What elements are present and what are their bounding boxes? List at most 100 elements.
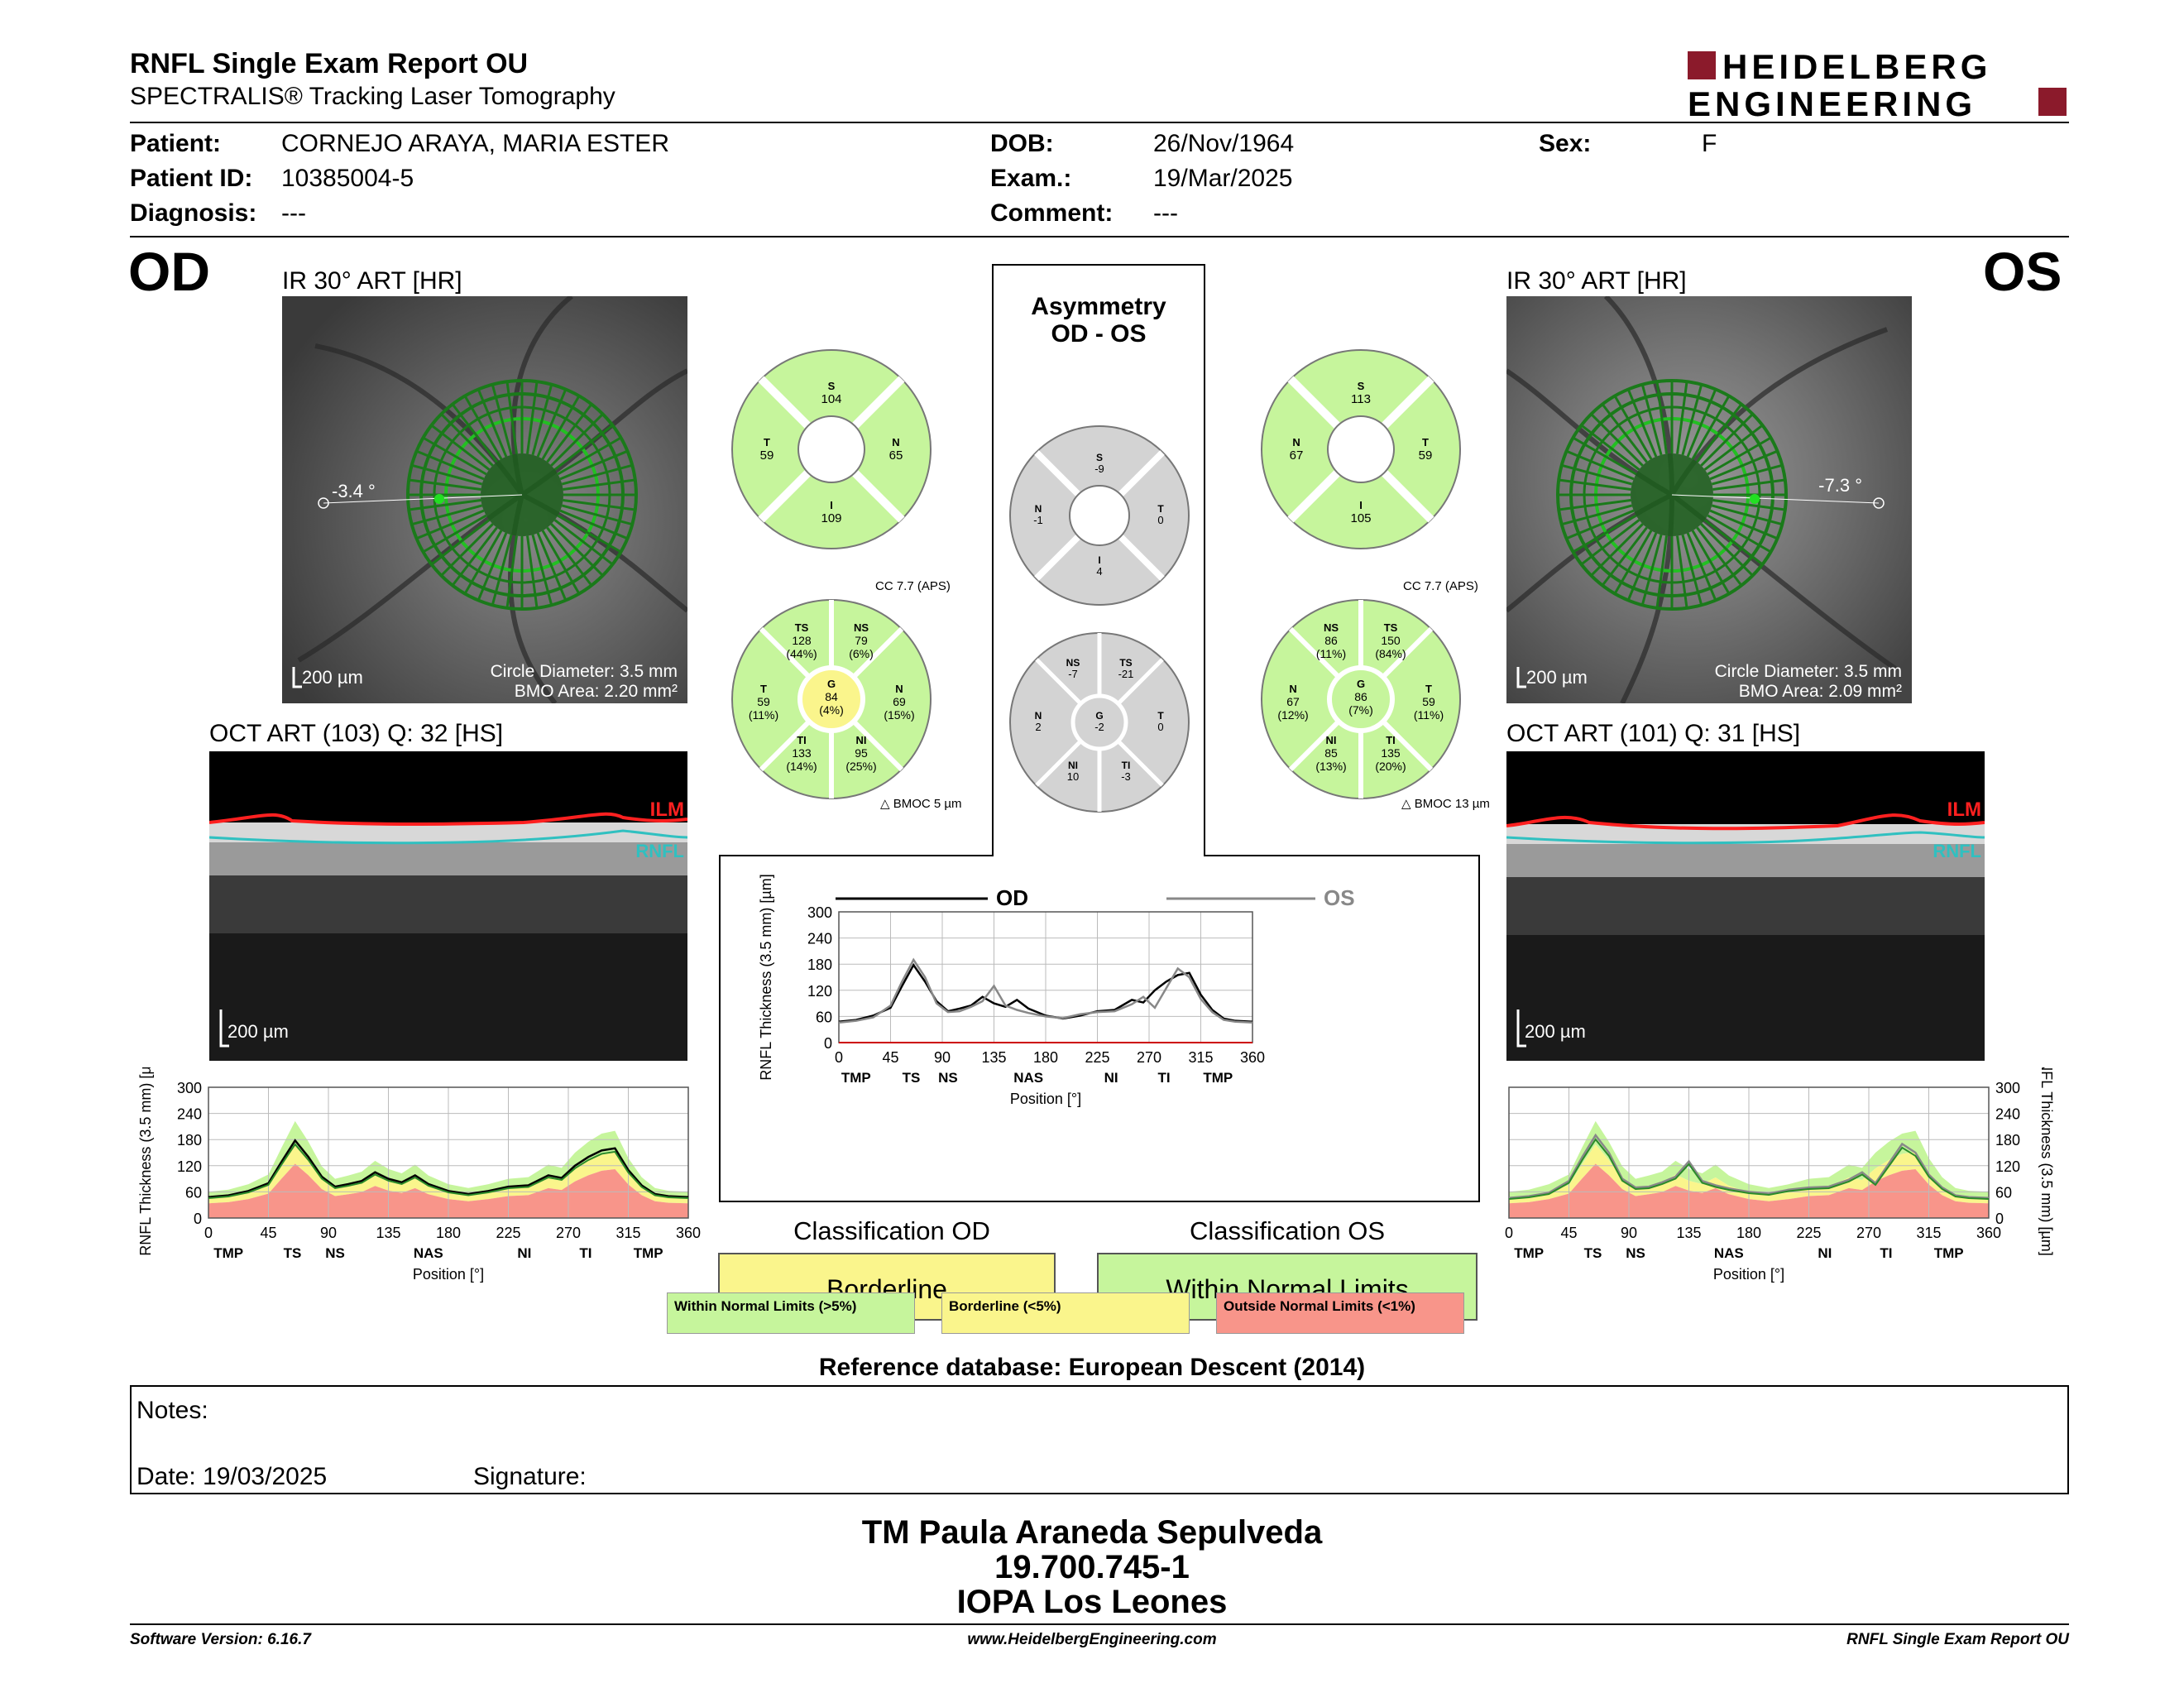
y-tick-label: 120	[1995, 1158, 2020, 1175]
x-tick-label: 270	[1856, 1225, 1881, 1241]
sector-tick-label: TI	[1880, 1245, 1892, 1261]
y-tick-label: 240	[1995, 1106, 2020, 1123]
plot-frame	[208, 1086, 689, 1219]
y-axis-label: RNFL Thickness (3.5 mm) [µm]	[2038, 1067, 2055, 1256]
svg-text:4: 4	[1096, 565, 1102, 578]
x-tick-label: 315	[615, 1225, 640, 1241]
svg-text:(11%): (11%)	[1414, 708, 1444, 722]
svg-text:RNFL: RNFL	[635, 841, 684, 861]
svg-text:G: G	[827, 678, 836, 690]
x-tick-label: 180	[436, 1225, 461, 1241]
svg-text:TI: TI	[1386, 734, 1396, 746]
sector-tick-label: TMP	[634, 1245, 663, 1261]
x-tick-label: 225	[496, 1225, 520, 1241]
series-line-os	[838, 957, 1253, 1024]
os-fundus-image: -7.3 ° 200 µm Circle Diameter: 3.5 mm BM…	[1506, 296, 1912, 703]
x-tick-label: 360	[1240, 1049, 1265, 1066]
svg-text:T: T	[760, 683, 767, 695]
x-tick-label: 0	[1505, 1225, 1513, 1241]
svg-text:67: 67	[1286, 695, 1300, 708]
series-line-od	[838, 962, 1253, 1023]
svg-text:I: I	[1359, 499, 1363, 511]
os-legend-label: OS	[1324, 885, 1355, 910]
notes-date: Date: 19/03/2025	[136, 1463, 328, 1490]
sector-tick-label: NAS	[1013, 1070, 1043, 1086]
software-version: Software Version: 6.16.7	[130, 1631, 311, 1648]
svg-text:HEIDELBERG: HEIDELBERG	[1722, 48, 1991, 86]
svg-text:200 µm: 200 µm	[228, 1021, 289, 1042]
sector-tick-label: TMP	[1203, 1070, 1233, 1086]
x-tick-label: 270	[1137, 1049, 1161, 1066]
y-tick-label: 180	[1995, 1132, 2020, 1149]
svg-text:59: 59	[1419, 448, 1433, 463]
svg-text:NI: NI	[856, 734, 867, 746]
y-tick-label: 60	[185, 1184, 202, 1201]
patient-id: 10385004-5	[281, 165, 414, 192]
sector-tick-label: NS	[1626, 1245, 1645, 1261]
svg-text:(12%): (12%)	[1277, 708, 1308, 722]
svg-text:-3: -3	[1121, 770, 1131, 783]
y-tick-label: 0	[1995, 1211, 2004, 1227]
os-bmoc-label: △ BMOC 13 µm	[1401, 797, 1490, 811]
svg-text:I: I	[830, 499, 833, 511]
svg-text:(11%): (11%)	[1316, 647, 1346, 660]
sector-tick-label: NAS	[414, 1245, 443, 1261]
svg-text:NI: NI	[1068, 760, 1078, 771]
series-line-od	[208, 1139, 689, 1198]
sector-tick-label: TMP	[213, 1245, 243, 1261]
svg-text:(4%): (4%)	[819, 703, 844, 717]
svg-text:S: S	[1358, 380, 1365, 392]
svg-text:-3.4 °: -3.4 °	[332, 481, 376, 501]
website-link[interactable]: www.HeidelbergEngineering.com	[967, 1631, 1217, 1648]
svg-text:200 µm: 200 µm	[1526, 667, 1588, 688]
svg-text:TI: TI	[1122, 760, 1131, 771]
od-bmoc-label: △ BMOC 5 µm	[880, 797, 962, 811]
svg-text:NS: NS	[854, 621, 869, 634]
patient-id-label: Patient ID:	[130, 165, 253, 192]
svg-text:TS: TS	[1119, 657, 1132, 669]
notes-signature: Signature:	[473, 1463, 587, 1490]
asymmetry-thickness-chart: 0 60 120 180 240 300 0 45 90 135 180 225 270 315 360 TM…	[758, 874, 1355, 1107]
svg-text:59: 59	[760, 448, 774, 463]
asymmetry-title: Asymmetry OD - OS	[1031, 293, 1166, 348]
svg-text:2: 2	[1035, 721, 1041, 733]
sector-tick-label: TMP	[841, 1070, 871, 1086]
x-tick-label: 45	[260, 1225, 276, 1241]
svg-text:(11%): (11%)	[749, 708, 778, 722]
asymmetry-frame	[719, 264, 1480, 1202]
x-tick-label: 225	[1796, 1225, 1821, 1241]
svg-text:TS: TS	[795, 621, 809, 634]
os-classification-title: Classification OS	[1189, 1216, 1386, 1245]
os-quadrant-chart: S 113 N 67 T 59 I 105	[1261, 349, 1461, 549]
svg-text:RNFL: RNFL	[1933, 841, 1981, 861]
sector-tick-label: TS	[284, 1245, 302, 1261]
svg-text:65: 65	[889, 448, 903, 463]
svg-text:G: G	[1357, 678, 1365, 690]
svg-text:-7: -7	[1068, 668, 1078, 680]
y-tick-label: 240	[807, 931, 832, 947]
svg-text:(84%): (84%)	[1375, 647, 1406, 660]
series-line-os	[1508, 1133, 1990, 1200]
os-ir-title: IR 30° ART [HR]	[1506, 267, 1687, 295]
comment: ---	[1153, 199, 1178, 227]
svg-text:(7%): (7%)	[1348, 703, 1373, 717]
od-oct-title: OCT ART (103) Q: 32 [HS]	[209, 720, 504, 747]
svg-text:150: 150	[1381, 634, 1401, 647]
svg-text:S: S	[828, 380, 836, 392]
svg-text:95: 95	[855, 746, 868, 760]
legend-within-normal: Within Normal Limits (>5%)	[667, 1292, 915, 1334]
svg-text:N: N	[1289, 683, 1296, 695]
svg-text:113: 113	[1351, 392, 1371, 406]
sector-tick-label: NI	[1818, 1245, 1832, 1261]
os-cc-label: CC 7.7 (APS)	[1403, 579, 1478, 593]
x-tick-label: 225	[1085, 1049, 1109, 1066]
svg-text:(15%): (15%)	[884, 708, 914, 722]
asymmetry-sector-chart: NS -7 TS -21 N 2 G -2 T 0 NI 10 TI -3	[1009, 632, 1190, 813]
y-tick-label: 0	[824, 1035, 832, 1052]
y-tick-label: 120	[177, 1158, 202, 1175]
x-tick-label: 360	[1976, 1225, 2001, 1241]
svg-text:69: 69	[893, 695, 906, 708]
svg-text:0: 0	[1157, 721, 1163, 733]
sector-tick-label: TS	[903, 1070, 921, 1086]
sector-tick-label: TS	[1584, 1245, 1602, 1261]
